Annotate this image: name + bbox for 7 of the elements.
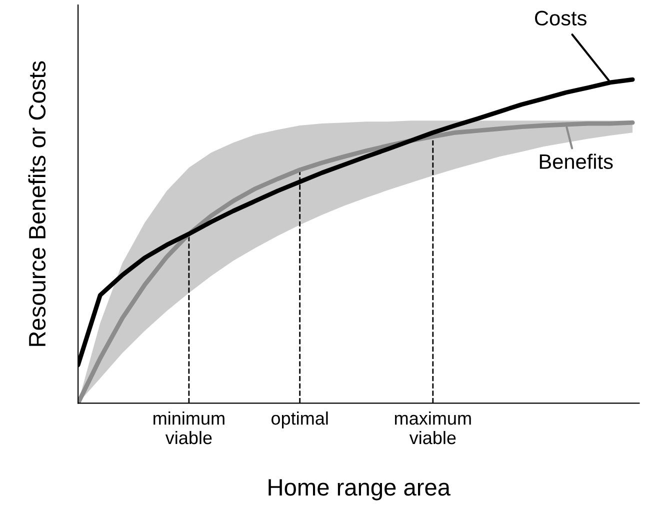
legend-label: Benefits: [540, 154, 613, 170]
y-axis-title: Resource Benefits or Costs: [28, 61, 46, 346]
text: Costs: [535, 10, 586, 26]
x-tick-label: optimal: [272, 412, 328, 428]
x-tick-label: minimum viable: [154, 412, 224, 444]
x-axis-title: Home range area: [268, 479, 450, 500]
x-tick-label: maximum viable: [395, 412, 471, 444]
